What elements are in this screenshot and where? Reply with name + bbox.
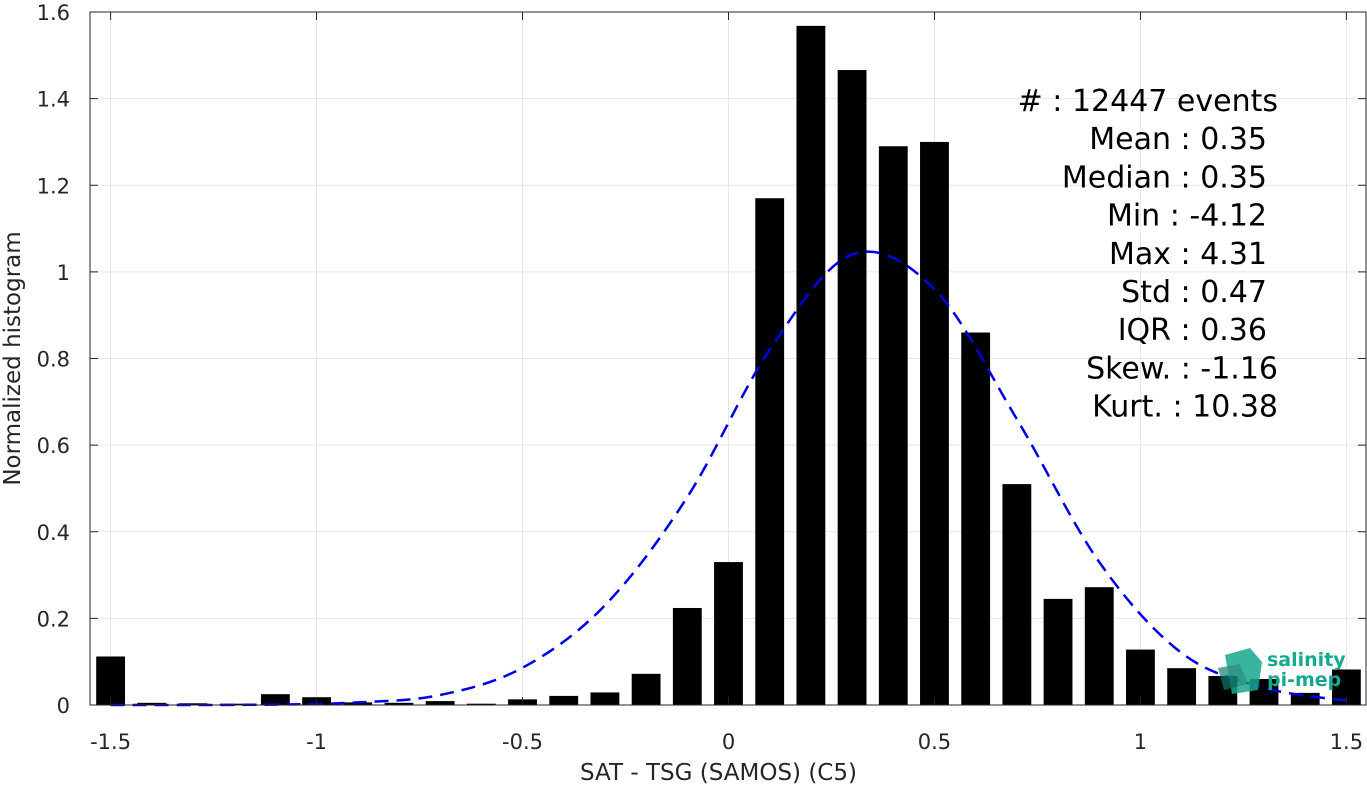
histogram-bar	[549, 695, 579, 705]
stats-line: Std : 0.47	[1121, 275, 1267, 310]
y-tick-label: 0.2	[37, 607, 70, 631]
histogram-bar	[920, 141, 949, 705]
gaussian-fit-curve	[110, 250, 1347, 707]
histogram-bar	[961, 332, 991, 705]
logo-emblem-icon	[1218, 648, 1262, 694]
stats-line: # : 12447 events	[1018, 84, 1278, 119]
histogram-bar	[878, 146, 908, 706]
histogram-bar	[796, 25, 826, 706]
y-axis-ticks: 0 0.2 0.4 0.6 0.8 1 1.2 1.4 1.6	[37, 1, 1366, 718]
salinity-pimep-logo: salinity pi-mep	[1218, 648, 1346, 694]
histogram-bar	[590, 692, 620, 705]
histogram-bar	[466, 703, 496, 705]
x-tick-label: -1.5	[90, 730, 131, 754]
x-tick-label: 0.5	[918, 730, 951, 754]
y-tick-label: 0.8	[37, 348, 70, 372]
stats-line: Skew. : -1.16	[1086, 351, 1278, 386]
histogram-bar	[384, 702, 414, 705]
logo-text-pimep: pi-mep	[1267, 669, 1341, 691]
x-axis-label: SAT - TSG (SAMOS) (C5)	[580, 760, 857, 785]
histogram-bar	[425, 701, 455, 705]
x-tick-label: 1	[1134, 730, 1147, 754]
histogram-bar	[1084, 587, 1114, 705]
x-axis-ticks: -1.5 -1 -0.5 0 0.5 1 1.5	[90, 12, 1363, 754]
y-tick-label: 0	[57, 694, 70, 718]
histogram-bar	[96, 656, 126, 705]
histogram-bar	[755, 198, 785, 705]
y-tick-label: 0.6	[37, 434, 70, 458]
grid-lines	[90, 11, 1367, 706]
stats-line: Min : -4.12	[1107, 199, 1267, 234]
histogram-bar	[1002, 484, 1032, 705]
y-tick-label: 1	[57, 261, 70, 285]
bars	[96, 25, 1361, 706]
histogram-bar	[714, 562, 743, 705]
y-axis-label: Normalized histogram	[0, 231, 26, 485]
histogram-bar	[343, 702, 373, 705]
logo-text-salinity: salinity	[1267, 649, 1346, 671]
stats-line: IQR : 0.36	[1118, 313, 1267, 348]
histogram-bar	[260, 694, 290, 705]
stats-line: Mean : 0.35	[1089, 122, 1267, 157]
stats-line: Max : 4.31	[1109, 237, 1267, 272]
x-tick-label: -1	[306, 730, 327, 754]
y-tick-label: 1.2	[37, 174, 70, 198]
y-tick-label: 0.4	[37, 521, 70, 545]
stats-line: Median : 0.35	[1062, 160, 1267, 195]
histogram-bar	[672, 607, 702, 705]
histogram-bar	[1126, 649, 1155, 705]
x-tick-label: 0	[722, 730, 735, 754]
stats-line: Kurt. : 10.38	[1092, 390, 1278, 425]
histogram-bar	[137, 702, 167, 705]
histogram-bar	[837, 70, 867, 705]
x-tick-label: 1.5	[1330, 730, 1363, 754]
histogram-bar	[1167, 668, 1197, 705]
histogram-bar	[1043, 598, 1073, 705]
histogram-bar	[178, 703, 208, 705]
y-tick-label: 1.6	[37, 1, 70, 25]
y-tick-label: 1.4	[37, 88, 70, 112]
histogram-bar	[631, 673, 661, 705]
x-tick-label: -0.5	[502, 730, 543, 754]
